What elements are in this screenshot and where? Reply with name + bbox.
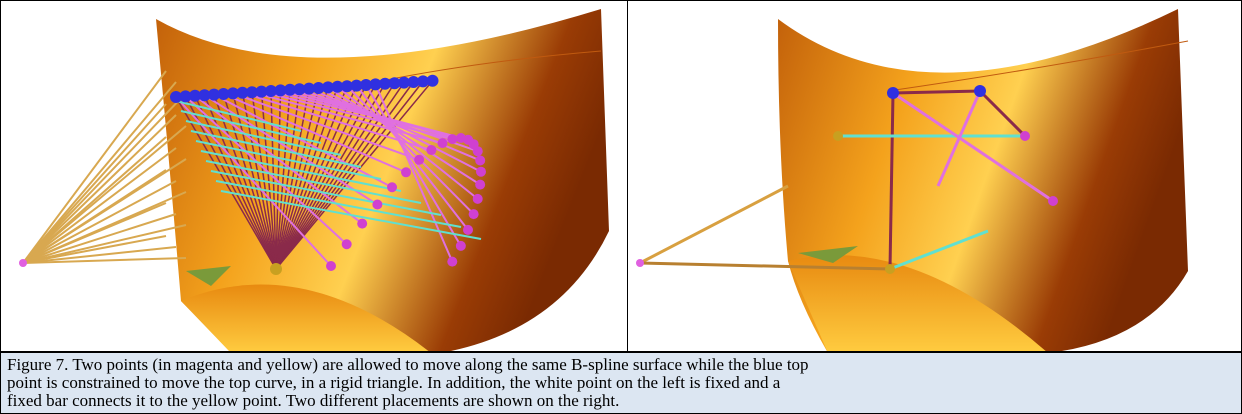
- joint: [414, 155, 424, 165]
- yellow-point: [833, 131, 843, 141]
- joint: [401, 167, 411, 177]
- joint: [476, 167, 486, 177]
- blue-point: [887, 87, 899, 99]
- magenta-point: [1048, 196, 1058, 206]
- joint: [475, 155, 485, 165]
- bar: [893, 91, 980, 93]
- figure: Figure 7. Two points (in magenta and yel…: [0, 0, 1242, 414]
- bar: [23, 82, 176, 263]
- yellow-point: [270, 263, 282, 275]
- yellow-point: [885, 264, 895, 274]
- joint: [357, 219, 367, 229]
- left-render: [1, 1, 628, 352]
- magenta-point: [1020, 131, 1030, 141]
- fixed-point: [636, 259, 644, 267]
- caption-line: fixed bar connects it to the yellow poin…: [7, 392, 1235, 410]
- caption-line: point is constrained to move the top cur…: [7, 374, 1235, 392]
- right-render: [628, 1, 1242, 352]
- caption: Figure 7. Two points (in magenta and yel…: [0, 352, 1242, 414]
- right-panel: [627, 0, 1242, 352]
- bar: [23, 137, 166, 263]
- bar: [23, 115, 176, 263]
- caption-line: Figure 7. Two points (in magenta and yel…: [7, 356, 1235, 374]
- joint: [447, 134, 457, 144]
- fixed-point: [19, 259, 27, 267]
- blue-point: [974, 85, 986, 97]
- joint: [426, 145, 436, 155]
- joint: [438, 138, 448, 148]
- joint: [427, 75, 439, 87]
- bar: [640, 186, 788, 263]
- joint: [387, 182, 397, 192]
- joint: [372, 199, 382, 209]
- joint: [473, 146, 483, 156]
- joint: [447, 257, 457, 267]
- joint: [469, 209, 479, 219]
- joint: [475, 180, 485, 190]
- left-panel: [0, 0, 628, 352]
- joint: [326, 261, 336, 271]
- joint: [342, 239, 352, 249]
- joint: [473, 194, 483, 204]
- joint: [456, 241, 466, 251]
- joint: [463, 225, 473, 235]
